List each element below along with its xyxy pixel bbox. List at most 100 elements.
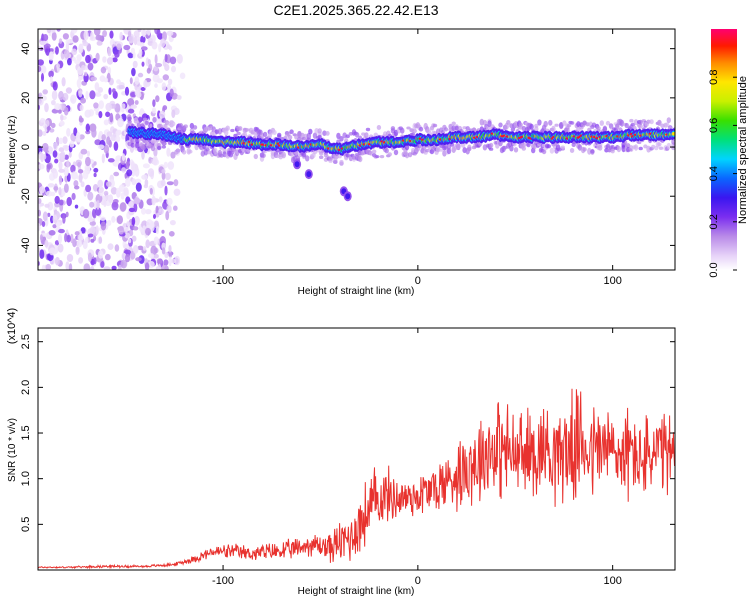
noise-cell — [131, 67, 136, 77]
noise-cell — [134, 100, 139, 105]
noise-cell — [143, 184, 149, 189]
ridge-halo-cell — [238, 126, 243, 131]
noise-cell — [150, 245, 158, 256]
noise-cell — [42, 131, 47, 136]
ridge-halo-cell — [488, 142, 494, 148]
noise-cell — [108, 87, 112, 95]
noise-cell — [76, 131, 81, 142]
noise-cell — [104, 194, 112, 201]
x-tick-label: 100 — [603, 575, 621, 587]
noise-cell — [71, 29, 78, 34]
colorbar: 0.0 0.2 0.4 0.6 0.8 Normalized spectral ampl… — [708, 29, 749, 278]
noise-cell — [159, 110, 166, 119]
ridge-halo-cell — [543, 120, 548, 128]
y-tick-label: 0 — [20, 144, 32, 150]
noise-cell — [41, 73, 44, 82]
ridge-halo-cell — [506, 120, 511, 125]
noise-cell — [135, 182, 142, 192]
noise-cell — [87, 233, 94, 238]
noise-cell — [95, 225, 99, 236]
noise-cell — [166, 204, 172, 214]
noise-cell — [115, 187, 121, 198]
noise-cell — [51, 31, 57, 41]
noise-cell — [58, 38, 63, 44]
ridge-halo-cell — [537, 119, 542, 126]
spectrogram-frame — [37, 28, 676, 271]
noise-cell — [82, 208, 90, 219]
spectrogram-x-axis: -100 0 100 — [212, 29, 622, 287]
y-tick-label: -40 — [20, 237, 32, 253]
ridge-halo-cell — [596, 126, 601, 131]
noise-cell — [173, 179, 179, 187]
noise-cell — [93, 167, 99, 173]
noise-cell — [154, 54, 158, 65]
noise-cell — [176, 54, 183, 64]
noise-cell — [174, 255, 181, 266]
ridge-halo-cell — [157, 145, 162, 151]
noise-cell — [142, 246, 147, 251]
ridge-halo-cell — [376, 125, 382, 130]
noise-cell — [145, 209, 152, 215]
noise-cell — [111, 215, 116, 223]
noise-cell — [87, 62, 94, 71]
ridge-halo-cell — [213, 147, 218, 155]
colorbar-tick-label: 0.2 — [708, 214, 720, 229]
ridge-halo-cell — [328, 159, 333, 163]
ridge-halo-cell — [130, 138, 135, 145]
noise-cell — [71, 56, 76, 62]
ridge-halo-cell — [225, 125, 230, 131]
noise-cell — [72, 35, 79, 43]
noise-cell — [70, 164, 76, 173]
secondary-blob — [306, 171, 312, 178]
noise-cell — [85, 123, 91, 132]
ridge-halo-cell — [569, 121, 575, 125]
noise-cell — [164, 265, 169, 270]
noise-cell — [68, 263, 73, 270]
noise-cell — [105, 102, 112, 112]
ridge-halo-cell — [339, 159, 344, 165]
noise-cell — [74, 231, 80, 236]
noise-cell — [48, 230, 56, 236]
noise-cell — [116, 215, 123, 225]
noise-cell — [78, 43, 84, 54]
ridge-halo-cell — [308, 128, 313, 135]
noise-cell — [61, 77, 66, 87]
ridge-halo-cell — [666, 117, 671, 124]
noise-cell — [152, 99, 156, 107]
ridge-halo-cell — [272, 130, 277, 135]
noise-cell — [42, 211, 48, 222]
noise-cell — [39, 249, 45, 259]
noise-cell — [58, 187, 62, 196]
ridge-halo-cell — [629, 118, 634, 123]
noise-cell — [40, 117, 45, 123]
noise-cell — [74, 204, 79, 209]
y-tick-label: 2.5 — [20, 334, 32, 349]
noise-cell — [161, 247, 166, 255]
noise-cell — [64, 154, 69, 160]
noise-cell — [80, 181, 85, 188]
ridge-halo-cell — [630, 122, 636, 127]
noise-cell — [83, 30, 89, 41]
noise-cell — [57, 233, 63, 244]
noise-cell — [140, 46, 148, 51]
noise-cell — [103, 266, 111, 270]
ridge-halo-cell — [637, 141, 642, 145]
noise-cell — [42, 34, 49, 41]
noise-cell — [179, 72, 186, 80]
noise-cell — [77, 161, 81, 168]
ridge-halo-cell — [325, 131, 330, 136]
ridge-halo-cell — [336, 132, 341, 140]
noise-cell — [161, 169, 166, 174]
noise-cell — [98, 186, 104, 197]
noise-cell — [107, 47, 112, 57]
noise-cell — [109, 112, 114, 123]
noise-cell — [96, 200, 100, 210]
ridge-halo-cell — [610, 148, 615, 154]
ridge-halo-cell — [188, 149, 193, 154]
ridge-halo-cell — [138, 117, 143, 123]
ridge-halo-cell — [649, 119, 654, 125]
ridge-halo-cell — [621, 145, 626, 153]
noise-cell — [144, 262, 150, 270]
noise-cell — [54, 46, 59, 55]
noise-cell — [176, 95, 182, 100]
